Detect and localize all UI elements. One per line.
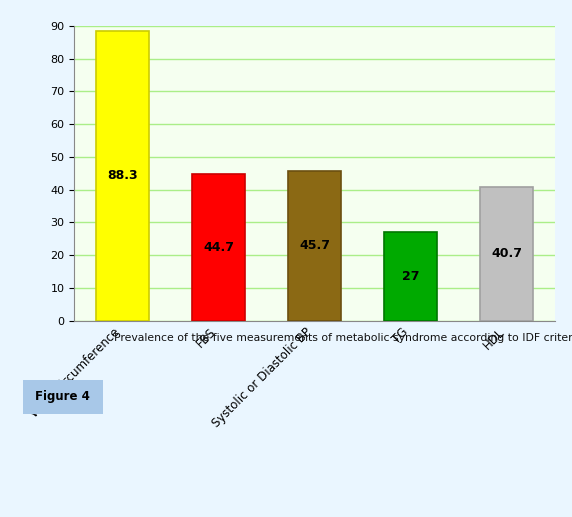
Text: Figure 4: Figure 4 (35, 390, 90, 403)
Bar (384, 232, 437, 321)
Bar (192, 174, 245, 321)
Text: 45.7: 45.7 (299, 239, 330, 252)
Bar (480, 187, 533, 321)
Text: 40.7: 40.7 (491, 248, 522, 261)
Text: 27: 27 (402, 270, 419, 283)
Text: 88.3: 88.3 (107, 170, 138, 183)
Text: 44.7: 44.7 (203, 241, 234, 254)
Text: Prevalence of the five measurements of metabolic syndrome according to IDF crite: Prevalence of the five measurements of m… (114, 333, 572, 343)
Bar (96, 32, 149, 321)
Bar (288, 171, 341, 321)
